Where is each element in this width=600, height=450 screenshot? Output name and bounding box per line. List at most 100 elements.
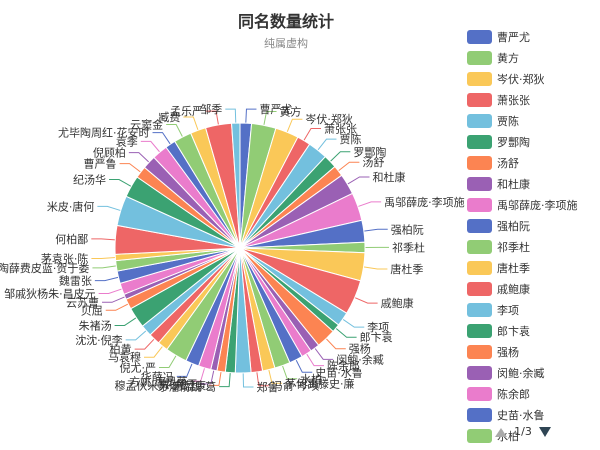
slice-leader-line <box>335 327 357 338</box>
slice-label: 强杨 <box>349 342 371 356</box>
slice-leader-line <box>281 365 298 380</box>
legend-label: 祁季杜 <box>497 240 530 254</box>
slice-leader-line <box>338 161 360 172</box>
chart-title: 同名数量统计 <box>238 12 334 31</box>
slice-label: 强柏阮 <box>391 222 424 236</box>
slice-leader-line <box>208 371 222 386</box>
legend-item[interactable]: 萧张张 <box>467 93 530 107</box>
legend-item[interactable]: 唐杜季 <box>467 261 530 275</box>
legend-swatch <box>467 156 492 170</box>
legend-item[interactable]: 岑伏·郑狄 <box>467 72 545 86</box>
legend-item[interactable]: 曹严尤 <box>467 30 530 44</box>
legend-swatch <box>467 282 492 296</box>
legend-swatch <box>467 429 492 443</box>
slice-leader-line <box>119 163 141 173</box>
slice-leader-line <box>134 338 155 350</box>
legend-swatch <box>467 198 492 212</box>
slice-label: 禹邬薛庞·李项施 <box>384 195 465 209</box>
slice-label: 汤舒 <box>362 155 384 169</box>
slice-label: 倪顾柏 <box>93 146 126 160</box>
legend-item[interactable]: 强杨 <box>467 345 519 359</box>
legend-item[interactable]: 郎卞袁 <box>467 324 530 338</box>
legend-next-page-icon[interactable] <box>539 427 551 437</box>
slice-leader-line <box>140 140 161 153</box>
slice-leader-line <box>347 176 370 185</box>
legend-label: 李项 <box>497 303 519 317</box>
legend-item[interactable]: 黄方 <box>467 51 519 65</box>
legend-label: 萧张张 <box>497 94 530 107</box>
slice-label: 马袁穆 <box>108 350 141 364</box>
slice-leader-line <box>225 108 237 124</box>
slice-label: 戚鲍康 <box>381 296 414 310</box>
legend-item[interactable]: 汤舒 <box>467 156 519 170</box>
legend: 曹严尤黄方岑伏·郑狄萧张张贾陈罗酆陶汤舒和杜康禹邬薛庞·李项施强柏阮祁季杜唐杜季… <box>467 30 578 443</box>
slice-label: 朱褚汤 <box>79 318 112 332</box>
slice-label: 李项 <box>367 320 389 334</box>
legend-item[interactable]: 李项 <box>467 303 519 317</box>
slice-label: 史苗·水鲁 <box>315 365 363 379</box>
slice-leader-line <box>91 238 116 241</box>
legend-item[interactable]: 水柏 <box>467 429 519 443</box>
slice-leader-line <box>92 265 117 269</box>
pie-slices <box>114 122 366 374</box>
slice-label: 米皮·唐何 <box>47 199 95 213</box>
pie-slice[interactable] <box>231 122 241 249</box>
slice-label: 黄方 <box>280 105 302 119</box>
slice-label: 邹季 <box>200 103 222 116</box>
legend-item[interactable]: 史苗·水鲁 <box>467 408 545 422</box>
slice-leader-line <box>354 297 378 304</box>
slice-leader-line <box>219 372 231 388</box>
slice-leader-line <box>329 151 351 162</box>
slice-leader-line <box>295 359 313 373</box>
legend-item[interactable]: 贾陈 <box>467 114 519 128</box>
slice-label: 郎卞袁 <box>360 330 393 344</box>
slice-label: 柏黄 <box>110 342 132 356</box>
slice-label: 萧张张 <box>324 123 357 136</box>
legend-item[interactable]: 祁季杜 <box>467 240 530 254</box>
legend-label: 罗酆陶 <box>497 135 530 149</box>
slice-label: 岑伏·郑狄 <box>305 112 353 126</box>
slice-leader-line <box>303 128 322 141</box>
legend-swatch <box>467 303 492 317</box>
legend-item[interactable]: 罗酆陶 <box>467 135 530 149</box>
slice-leader-line <box>206 110 219 125</box>
slice-leader-line <box>363 266 388 270</box>
legend-swatch <box>467 261 492 275</box>
slice-label: 闵鲍·余臧 <box>336 352 384 366</box>
slice-label: 魏雷张 <box>59 274 92 288</box>
legend-swatch <box>467 30 492 44</box>
slice-leader-line <box>363 228 388 232</box>
legend-swatch <box>467 366 492 380</box>
slice-leader-line <box>325 338 346 350</box>
slice-label: 冯俞·岑项 <box>272 379 320 393</box>
slice-leader-line <box>94 276 119 282</box>
slice-leader-line <box>242 372 254 388</box>
slice-leader-line <box>125 330 147 341</box>
slice-leader-line <box>263 111 277 126</box>
slice-leader-line <box>306 353 325 367</box>
legend-prev-page-icon[interactable] <box>495 428 507 437</box>
slice-leader-line <box>114 317 137 326</box>
slice-label: 云窦金 <box>130 118 163 132</box>
slice-label: 臧费 <box>158 110 180 124</box>
slice-label: 尤毕陶周红·花安时 <box>58 126 150 140</box>
slice-leader-line <box>256 371 269 387</box>
legend-item[interactable]: 闵鲍·余臧 <box>467 366 545 380</box>
legend-swatch <box>467 135 492 149</box>
legend-swatch <box>467 345 492 359</box>
slice-label: 曹严鲁 <box>84 157 117 171</box>
slice-leader-line <box>91 256 116 260</box>
legend-item[interactable]: 戚鲍康 <box>467 282 530 296</box>
legend-item[interactable]: 陈余郎 <box>467 387 530 401</box>
chart-subtitle: 纯属虚构 <box>264 36 308 50</box>
slice-leader-line <box>105 303 129 311</box>
slice-leader-line <box>286 118 303 133</box>
slice-label: 曹严尤 <box>259 103 292 116</box>
slice-leader-line <box>342 318 365 328</box>
legend-swatch <box>467 51 492 65</box>
legend-item[interactable]: 禹邬薛庞·李项施 <box>467 198 578 212</box>
legend-item[interactable]: 和杜康 <box>467 177 530 191</box>
legend-item[interactable]: 强柏阮 <box>467 219 530 233</box>
legend-label: 郎卞袁 <box>497 324 530 338</box>
label-leader-lines <box>91 108 389 388</box>
